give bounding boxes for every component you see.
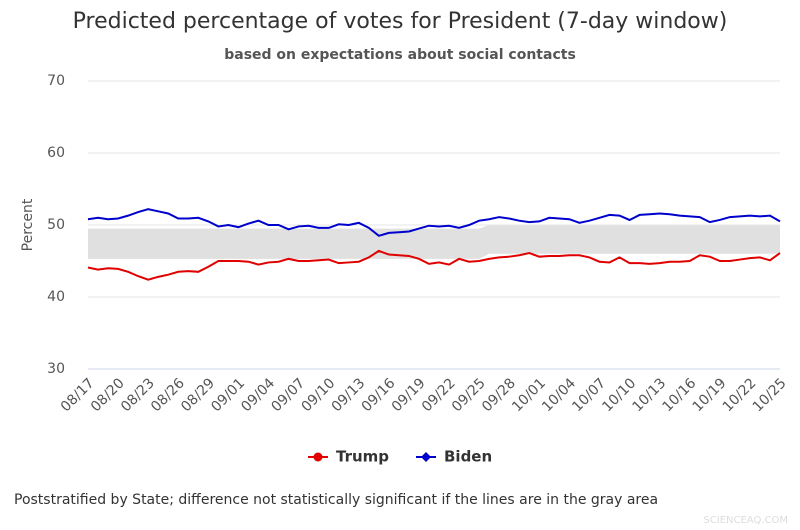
y-tick-label: 30 <box>47 361 65 377</box>
legend-label: Biden <box>444 448 492 466</box>
x-tick-label: 10/16 <box>660 375 700 415</box>
x-tick-label: 10/04 <box>539 375 579 415</box>
x-tick-label: 09/19 <box>389 375 429 415</box>
x-tick-label: 08/26 <box>148 375 188 415</box>
x-tick-label: 09/10 <box>299 375 339 415</box>
x-tick-label: 09/22 <box>419 375 459 415</box>
x-tick-label: 09/04 <box>238 375 278 415</box>
y-tick-label: 50 <box>47 217 65 233</box>
x-tick-label: 09/01 <box>208 375 248 415</box>
x-tick-label: 10/01 <box>509 375 549 415</box>
legend-label: Trump <box>336 448 389 466</box>
chart-title: Predicted percentage of votes for Presid… <box>73 9 728 34</box>
footnote: Poststratified by State; difference not … <box>14 492 658 508</box>
x-tick-label: 08/20 <box>88 375 128 415</box>
legend-marker <box>313 452 323 462</box>
y-tick-label: 70 <box>47 73 65 89</box>
x-tick-label: 09/07 <box>268 375 308 415</box>
x-tick-label: 09/25 <box>449 375 489 415</box>
watermark: SCIENCEAQ.COM <box>703 515 788 526</box>
x-tick-label: 10/13 <box>629 375 669 415</box>
line-series <box>87 249 781 281</box>
x-tick-label: 10/10 <box>599 375 639 415</box>
y-axis-label: Percent <box>20 198 36 251</box>
significance-band <box>88 225 780 259</box>
chart-subtitle: based on expectations about social conta… <box>224 47 576 63</box>
x-tick-label: 08/17 <box>58 375 98 415</box>
line-series <box>87 208 781 237</box>
legend-marker <box>421 452 431 462</box>
x-tick-label: 08/23 <box>118 375 158 415</box>
x-tick-label: 10/07 <box>569 375 609 415</box>
x-tick-label: 10/25 <box>750 375 790 415</box>
x-tick-label: 10/19 <box>690 375 730 415</box>
x-tick-label: 09/13 <box>329 375 369 415</box>
y-tick-label: 60 <box>47 145 65 161</box>
x-tick-label: 10/22 <box>720 375 760 415</box>
x-tick-label: 09/28 <box>479 375 519 415</box>
x-tick-label: 08/29 <box>178 375 218 415</box>
y-tick-label: 40 <box>47 289 65 305</box>
x-tick-label: 09/16 <box>359 375 399 415</box>
